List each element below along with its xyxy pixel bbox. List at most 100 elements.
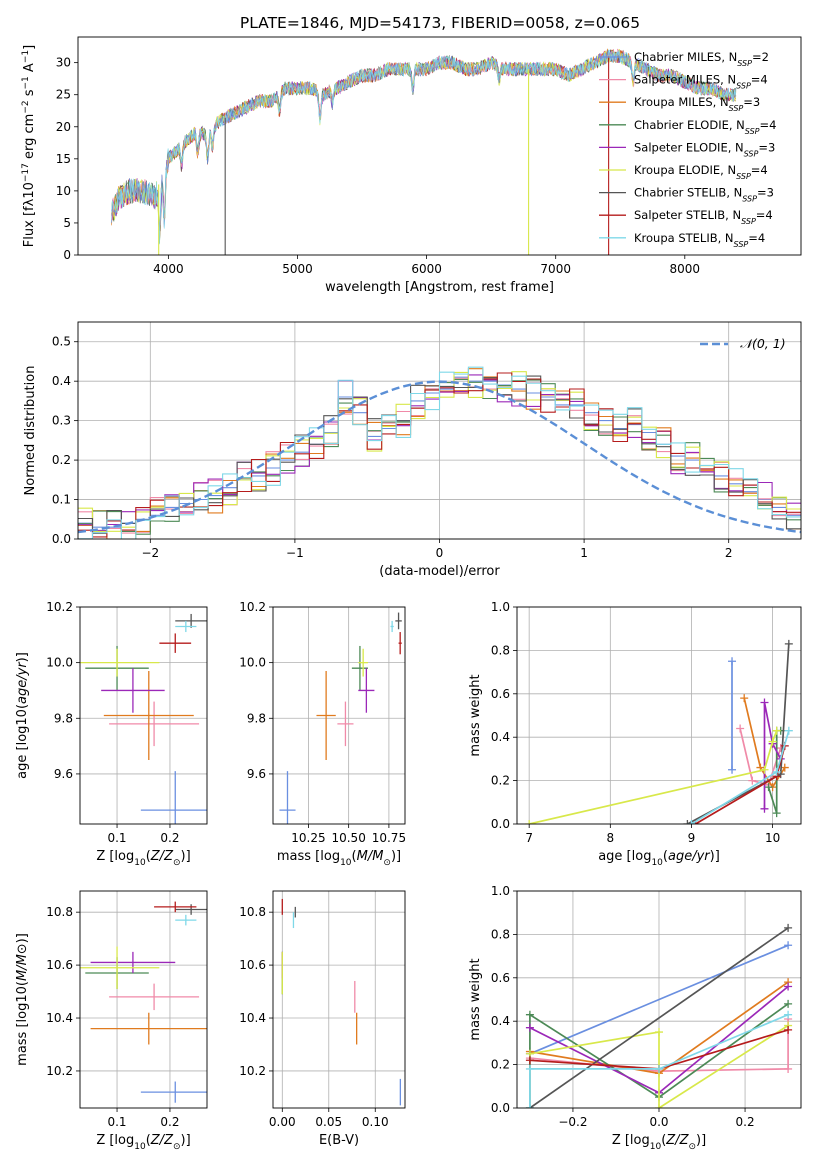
- x-tick-label: 10.25: [291, 831, 325, 845]
- legend-entry-name: Salpeter STELIB, N: [634, 208, 741, 222]
- y-axis-label: mass [log10(M/M⊙)]: [15, 933, 30, 1066]
- weight-marker: [748, 776, 757, 785]
- weight-marker: [772, 767, 781, 776]
- y-tick-label: 9.6: [247, 767, 266, 781]
- weight-series-6: [529, 927, 789, 1108]
- y-axis-label-part: A: [22, 63, 37, 76]
- legend-entry-name: Kroupa STELIB, N: [634, 231, 734, 245]
- x-tick-label: 8000: [670, 262, 701, 276]
- x-axis-label-part: )]: [181, 849, 191, 864]
- y-tick-label: 10.2: [239, 1064, 266, 1078]
- y-axis-label-part: mass weight: [468, 958, 483, 1040]
- y-axis-label-part: −1: [21, 50, 31, 63]
- y-tick-label: 0.0: [491, 817, 510, 831]
- x-tick-label: −1: [286, 546, 304, 560]
- weight-marker: [525, 1023, 534, 1032]
- y-tick-label: 1.0: [491, 884, 510, 898]
- y-tick-label: 10.8: [46, 905, 73, 919]
- legend-entry-sub: SSP: [742, 194, 757, 203]
- y-tick-label: 10.2: [239, 600, 266, 614]
- legend-entry-name: Kroupa MILES, N: [634, 95, 729, 109]
- x-axis-label-part: age/yr: [668, 849, 711, 864]
- y-tick-label: 10.6: [46, 958, 73, 972]
- axes-frame: [79, 890, 208, 1109]
- legend-entry-count: =4: [756, 208, 773, 222]
- weight-series-8: [529, 1013, 789, 1108]
- legend-entry: Chabrier STELIB, NSSP=3: [634, 186, 774, 204]
- weight-marker: [768, 737, 777, 746]
- weight-marker: [736, 724, 745, 733]
- legend-entry-sub: SSP: [736, 81, 751, 90]
- y-axis-label-part: (: [15, 981, 30, 986]
- x-axis-label-part: age [log: [598, 849, 651, 864]
- weight-marker: [525, 1104, 534, 1108]
- x-axis-label-part: 10: [651, 858, 663, 868]
- weight-marker: [655, 1028, 663, 1037]
- x-axis-label-part: ⊙: [383, 858, 391, 868]
- legend-entry-name: Kroupa ELODIE, N: [634, 163, 736, 177]
- axes-frame: [516, 890, 802, 1109]
- legend-entry-name: Chabrier MILES, N: [634, 50, 737, 64]
- legend-entry: Chabrier MILES, NSSP=2: [634, 50, 769, 68]
- weight-marker: [728, 657, 737, 666]
- legend-entry: Salpeter STELIB, NSSP=4: [634, 208, 773, 226]
- y-tick-label: 0.4: [52, 374, 71, 388]
- axes-residuals: −2 −1 0 1 2 0.0 0.1 0.2 0.3 0.4 0.5 (data-model)/er…: [23, 321, 802, 579]
- weight-marker: [784, 923, 793, 932]
- x-axis-label-part: 10: [134, 858, 146, 868]
- y-tick-label: 0.0: [52, 532, 71, 546]
- weight-marker: [655, 1104, 663, 1108]
- weight-marker: [525, 1056, 534, 1065]
- y-tick-label: 10.2: [46, 1064, 73, 1078]
- x-axis-label: mass [log10(M/M⊙)]: [277, 849, 401, 868]
- y-tick-label: 10.8: [239, 905, 266, 919]
- x-axis-label-part: (: [146, 1133, 151, 1148]
- y-tick-label: 10.4: [239, 1011, 266, 1025]
- weight-marker: [687, 820, 696, 824]
- weight-marker: [784, 1025, 793, 1034]
- y-tick-label: 10.4: [46, 1011, 73, 1025]
- y-tick-label: 0.3: [52, 414, 71, 428]
- y-axis-label-part: mass weight: [468, 674, 483, 756]
- x-axis-label-part: )]: [696, 1133, 706, 1148]
- legend-entry-sub: SSP: [745, 126, 760, 135]
- x-axis-label-part: mass [log: [277, 849, 340, 864]
- legend-entry: Chabrier ELODIE, NSSP=4: [634, 118, 776, 136]
- y-tick-label: 0.2: [52, 453, 71, 467]
- weight-series-6: [686, 643, 790, 824]
- legend-entry: Salpeter ELODIE, NSSP=3: [634, 140, 775, 158]
- y-tick-label: 0.2: [491, 1058, 510, 1072]
- axes-age-vs-Z: 0.1 0.29.69.810.010.2Z [log10(Z/Z⊙)]age […: [15, 600, 208, 868]
- y-axis-label-part: age [log: [15, 726, 30, 779]
- weight-marker: [784, 639, 793, 648]
- x-tick-label: 10.75: [372, 831, 406, 845]
- x-axis-label: (data-model)/error: [379, 564, 500, 579]
- gaussian-curve: [78, 380, 801, 534]
- axes-frame: [516, 606, 802, 825]
- legend-entry-count: =4: [751, 73, 768, 87]
- x-tick-label: 0.00: [269, 1115, 296, 1129]
- x-axis-label-part: )]: [391, 849, 401, 864]
- y-tick-label: 0: [63, 248, 71, 262]
- x-tick-label: 5000: [282, 262, 313, 276]
- x-axis-label-part: Z [log: [96, 1133, 134, 1148]
- y-tick-label: 0.4: [491, 730, 510, 744]
- weight-marker: [525, 1010, 534, 1019]
- legend-entry-count: =3: [758, 140, 775, 154]
- y-axis-label-part: 10: [15, 709, 30, 726]
- x-axis-label-part: Z [log: [96, 849, 134, 864]
- y-axis-label: Normed distribution: [23, 366, 38, 496]
- y-tick-label: 30: [56, 56, 71, 70]
- x-axis-label-part: ⊙: [173, 858, 181, 868]
- y-axis-label-part: Flux [f: [22, 206, 37, 247]
- x-axis-label-part: )]: [710, 849, 720, 864]
- weight-marker: [760, 765, 769, 774]
- axes-massweight-vs-Z: −0.2 0.0 0.2 0.0 0.2 0.4 0.6 0.8 1.0 Z [log10(Z/Z…: [468, 884, 802, 1152]
- y-tick-label: 0.6: [491, 687, 510, 701]
- weight-marker: [760, 698, 769, 707]
- weight-marker: [525, 1064, 534, 1073]
- y-tick-label: 0.1: [52, 493, 71, 507]
- y-axis-label-part: )]: [15, 652, 30, 662]
- axes-mass-vs-EBV: 0.00 0.05 0.10 10.2 10.4 10.6 10.8 E(B-V): [239, 890, 406, 1148]
